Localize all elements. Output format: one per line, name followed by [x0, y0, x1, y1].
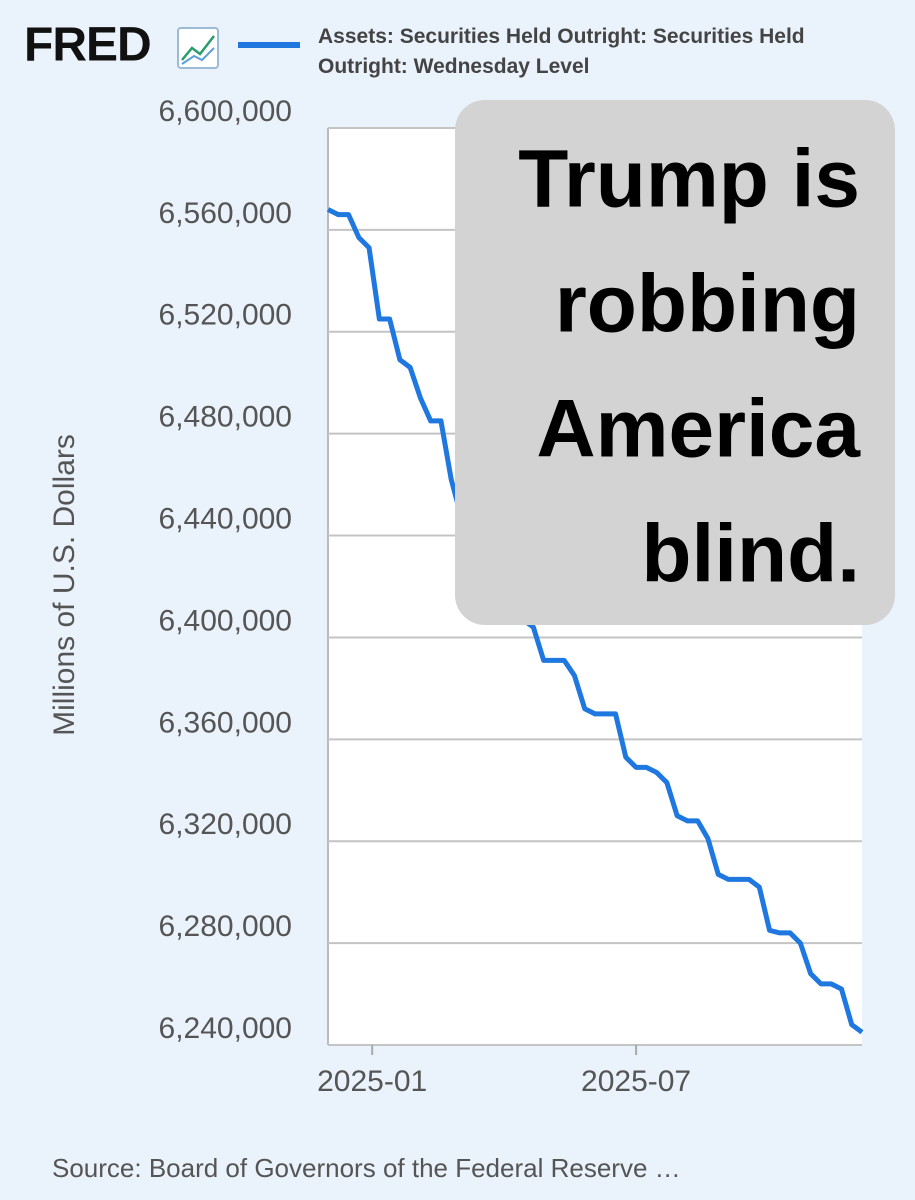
x-tick-label: 2025-07: [581, 1065, 691, 1098]
y-tick-label: 6,280,000: [159, 910, 292, 943]
logo: FRED: [24, 19, 151, 72]
y-tick-label: 6,600,000: [159, 95, 292, 128]
y-axis-label: Millions of U.S. Dollars: [48, 434, 81, 736]
y-tick-label: 6,320,000: [159, 808, 292, 841]
data-line: [326, 207, 864, 1035]
annotation-text: robbing: [555, 259, 860, 350]
y-tick-label: 6,400,000: [159, 604, 292, 637]
x-tick-label: 2025-01: [317, 1065, 427, 1098]
legend-label: Assets: Securities Held Outright: Securi…: [318, 25, 805, 78]
y-tick-label: 6,520,000: [159, 299, 292, 332]
annotation-box: [455, 100, 895, 625]
y-tick-label: 6,480,000: [159, 401, 292, 434]
y-tick-label: 6,360,000: [159, 706, 292, 739]
source-note: Source: Board of Governors of the Federa…: [52, 1153, 681, 1183]
annotation-text: America: [536, 384, 861, 475]
annotation-text: Trump is: [518, 134, 860, 225]
annotation-text: blind.: [641, 509, 860, 600]
y-tick-label: 6,240,000: [159, 1012, 292, 1045]
y-tick-label: 6,560,000: [159, 197, 292, 230]
y-tick-label: 6,440,000: [159, 502, 292, 535]
logo-icon: [177, 27, 219, 69]
